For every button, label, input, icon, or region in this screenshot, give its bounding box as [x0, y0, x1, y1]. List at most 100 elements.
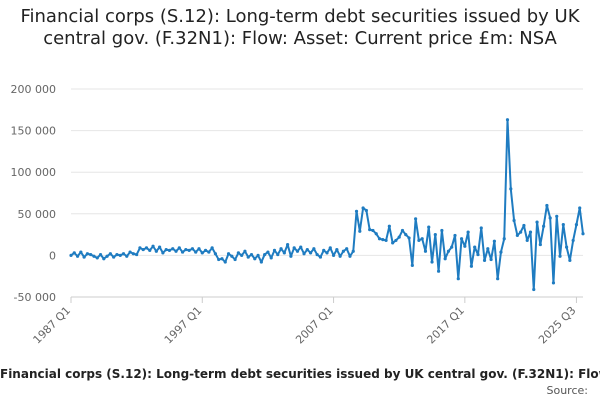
- data-point: [217, 257, 221, 262]
- data-point: [446, 249, 451, 253]
- y-tick-label: -50 000: [14, 291, 56, 304]
- legend: Financial corps (S.12): Long-term debt s…: [0, 367, 600, 383]
- data-point: [387, 224, 391, 228]
- data-point: [420, 237, 424, 241]
- data-point: [89, 252, 93, 257]
- data-point: [430, 260, 434, 264]
- data-point: [259, 260, 263, 264]
- data-point: [302, 252, 306, 256]
- data-point: [190, 247, 195, 251]
- y-tick-label: 100 000: [11, 166, 57, 179]
- data-point: [558, 254, 562, 258]
- data-point: [459, 237, 464, 241]
- data-point: [210, 246, 214, 250]
- data-point: [269, 256, 273, 260]
- data-point: [436, 269, 441, 273]
- data-point: [69, 253, 73, 257]
- data-point: [148, 248, 152, 253]
- data-point: [423, 249, 428, 253]
- data-point: [164, 247, 168, 252]
- y-tick-label: 150 000: [11, 125, 57, 138]
- data-point: [505, 118, 510, 122]
- data-point: [105, 254, 109, 258]
- data-point: [167, 248, 172, 253]
- data-point: [581, 232, 585, 236]
- data-point: [276, 252, 280, 257]
- data-point: [377, 237, 382, 241]
- data-point: [400, 228, 405, 233]
- data-point: [466, 230, 470, 234]
- data-point: [135, 252, 139, 257]
- data-point: [223, 260, 227, 264]
- data-point: [456, 277, 460, 281]
- data-point: [299, 245, 303, 249]
- data-point: [354, 209, 359, 213]
- data-point: [151, 244, 155, 248]
- data-point: [417, 238, 421, 243]
- data-point: [574, 223, 579, 227]
- data-point: [404, 233, 408, 237]
- data-point: [131, 252, 135, 256]
- y-tick-label: 200 000: [11, 83, 57, 96]
- x-tick-label: 1987 Q1: [31, 304, 74, 347]
- data-point: [118, 253, 122, 257]
- data-point: [85, 252, 90, 256]
- data-point: [348, 254, 352, 258]
- x-tick-label: 2025 Q3: [536, 304, 579, 347]
- data-point: [98, 252, 103, 257]
- data-point: [177, 246, 181, 250]
- data-point: [519, 230, 523, 234]
- data-point: [200, 251, 204, 255]
- data-point: [246, 255, 250, 259]
- data-point: [253, 257, 257, 261]
- axes: -50 000 0 50 000 100 000 150 000 200 000 1987 …: [11, 83, 583, 347]
- data-point: [551, 281, 556, 285]
- data-point: [364, 208, 368, 213]
- data-point: [407, 236, 411, 240]
- data-point: [345, 247, 349, 251]
- data-point: [571, 238, 575, 243]
- x-tick-label: 1997 Q1: [162, 304, 205, 347]
- data-point: [154, 249, 158, 253]
- data-point: [263, 252, 267, 257]
- data-point: [187, 248, 191, 253]
- data-point: [538, 242, 542, 247]
- data-point: [414, 217, 418, 221]
- data-point: [174, 249, 178, 253]
- series-line: [70, 118, 584, 291]
- data-point: [226, 252, 231, 256]
- data-point: [171, 247, 175, 251]
- data-point: [545, 203, 549, 208]
- data-point: [266, 250, 270, 254]
- data-point: [535, 220, 539, 224]
- data-point: [453, 233, 457, 238]
- data-point: [351, 249, 355, 253]
- data-point: [79, 250, 83, 254]
- data-point: [289, 254, 293, 258]
- data-point: [335, 247, 339, 252]
- data-point: [397, 235, 401, 239]
- data-point: [325, 251, 329, 255]
- data-point: [272, 248, 277, 253]
- data-point: [568, 258, 572, 262]
- chart-title: Financial corps (S.12): Long-term debt s…: [20, 6, 580, 49]
- data-point: [292, 246, 296, 250]
- source-note: Source:: [546, 384, 589, 397]
- data-point: [240, 253, 244, 257]
- data-point: [279, 247, 283, 251]
- data-point: [450, 245, 454, 249]
- data-point: [515, 233, 519, 238]
- data-point: [236, 251, 240, 255]
- data-point: [243, 249, 247, 253]
- data-point: [394, 238, 398, 243]
- data-point: [427, 225, 431, 229]
- data-point: [443, 257, 447, 261]
- data-point: [532, 287, 536, 292]
- data-point: [391, 241, 395, 245]
- data-point: [220, 257, 224, 261]
- data-point: [312, 247, 316, 251]
- data-point: [410, 263, 414, 267]
- data-point: [469, 264, 474, 268]
- data-point: [578, 206, 582, 210]
